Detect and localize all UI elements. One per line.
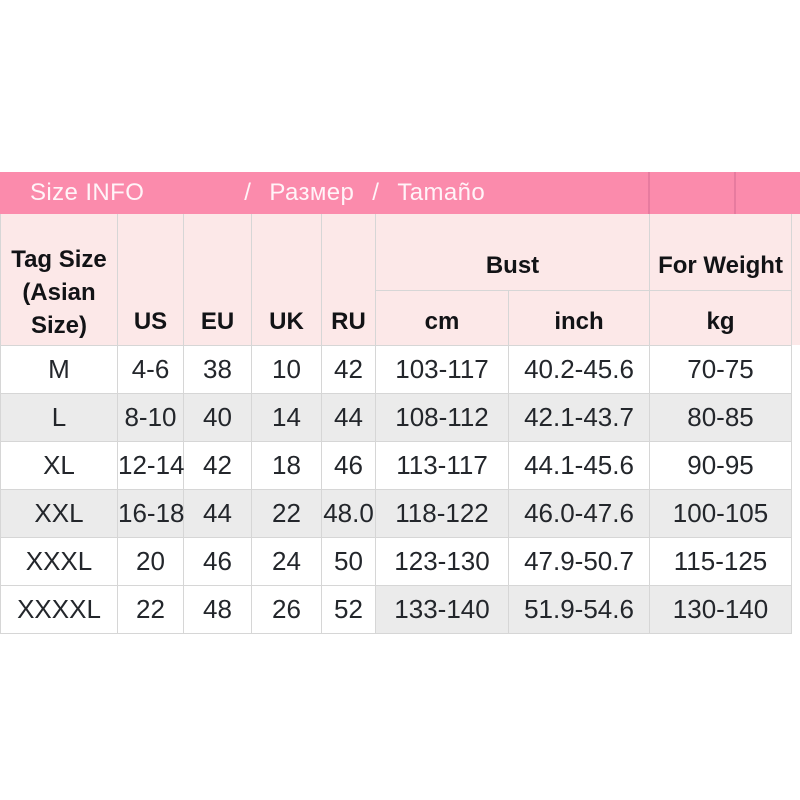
banner-title-size-info: Size INFO: [30, 179, 145, 206]
size-chart-table: Tag Size (Asian Size) US EU UK RU Bust F…: [0, 214, 792, 634]
col-header-kg: kg: [649, 289, 792, 346]
banner-divider: [648, 172, 650, 214]
col-header-eu: EU: [183, 214, 252, 346]
cell-bust-cm: 108-112: [375, 392, 509, 442]
table-row-xxxl: XXXL 20 46 24 50 123-130 47.9-50.7 115-1…: [0, 536, 792, 586]
cell-uk: 14: [251, 392, 322, 442]
table-row-xxxxl: XXXXL 22 48 26 52 133-140 51.9-54.6 130-…: [0, 584, 792, 634]
col-header-inch: inch: [508, 289, 650, 346]
cell-us: 12-14: [117, 440, 185, 490]
cell-eu: 44: [183, 488, 252, 538]
banner-divider: [734, 172, 736, 214]
cell-bust-cm: 118-122: [375, 488, 509, 538]
size-info-banner: Size INFO / Размер / Tamaño: [0, 172, 800, 214]
cell-bust-inch: 42.1-43.7: [508, 392, 650, 442]
cell-tag-size: L: [0, 392, 118, 442]
cell-bust-cm: 103-117: [375, 344, 509, 394]
cell-weight-kg: 90-95: [649, 440, 792, 490]
cell-uk: 24: [251, 536, 322, 586]
header-row-units: cm inch kg: [1, 289, 792, 346]
cell-bust-cm: 133-140: [375, 584, 509, 634]
banner-title-razmer: Размер: [269, 179, 355, 206]
cell-ru: 48.0: [321, 488, 376, 538]
cell-us: 16-18: [117, 488, 185, 538]
cell-bust-cm: 123-130: [375, 536, 509, 586]
cell-uk: 22: [251, 488, 322, 538]
cell-ru: 42: [321, 344, 376, 394]
col-header-us: US: [117, 214, 184, 346]
header-right-strip: [791, 214, 800, 345]
col-group-for-weight: For Weight: [649, 214, 792, 291]
header-row-groups: Tag Size (Asian Size) US EU UK RU Bust F…: [0, 214, 792, 346]
cell-uk: 10: [251, 344, 322, 394]
cell-eu: 46: [183, 536, 252, 586]
banner-slash: /: [372, 179, 380, 206]
cell-ru: 52: [321, 584, 376, 634]
col-header-tag-size: Tag Size (Asian Size): [0, 214, 118, 346]
cell-us: 22: [117, 584, 184, 634]
banner-title-tamano: Tamaño: [397, 179, 486, 206]
cell-weight-kg: 115-125: [649, 536, 792, 586]
cell-tag-size: XL: [0, 440, 118, 490]
cell-tag-size: XXXL: [0, 536, 118, 586]
cell-weight-kg: 130-140: [649, 584, 792, 634]
cell-bust-cm: 113-117: [375, 440, 509, 490]
col-header-uk: UK: [251, 214, 322, 346]
cell-bust-inch: 40.2-45.6: [508, 344, 650, 394]
cell-weight-kg: 100-105: [649, 488, 792, 538]
cell-weight-kg: 70-75: [649, 344, 792, 394]
cell-bust-inch: 47.9-50.7: [508, 536, 650, 586]
cell-weight-kg: 80-85: [649, 392, 792, 442]
col-header-cm: cm: [375, 289, 509, 346]
cell-us: 20: [117, 536, 184, 586]
cell-ru: 50: [321, 536, 376, 586]
cell-bust-inch: 46.0-47.6: [508, 488, 650, 538]
cell-bust-inch: 44.1-45.6: [508, 440, 650, 490]
cell-ru: 44: [321, 392, 376, 442]
cell-eu: 40: [183, 392, 252, 442]
table-row-xl: XL 12-14 42 18 46 113-117 44.1-45.6 90-9…: [0, 440, 792, 490]
table-row-l: L 8-10 40 14 44 108-112 42.1-43.7 80-85: [0, 392, 792, 442]
cell-tag-size: XXXXL: [0, 584, 118, 634]
col-group-bust: Bust: [375, 214, 650, 291]
col-header-ru: RU: [321, 214, 376, 346]
cell-bust-inch: 51.9-54.6: [508, 584, 650, 634]
cell-ru: 46: [321, 440, 376, 490]
cell-uk: 26: [251, 584, 322, 634]
table-row-m: M 4-6 38 10 42 103-117 40.2-45.6 70-75: [0, 344, 792, 394]
banner-slash: /: [244, 179, 252, 206]
cell-tag-size: XXL: [0, 488, 118, 538]
cell-eu: 48: [183, 584, 252, 634]
cell-us: 8-10: [117, 392, 184, 442]
cell-uk: 18: [251, 440, 322, 490]
cell-tag-size: M: [0, 344, 118, 394]
cell-eu: 38: [183, 344, 252, 394]
cell-eu: 42: [183, 440, 252, 490]
cell-us: 4-6: [117, 344, 184, 394]
table-row-xxl: XXL 16-18 44 22 48.0 118-122 46.0-47.6 1…: [0, 488, 792, 538]
